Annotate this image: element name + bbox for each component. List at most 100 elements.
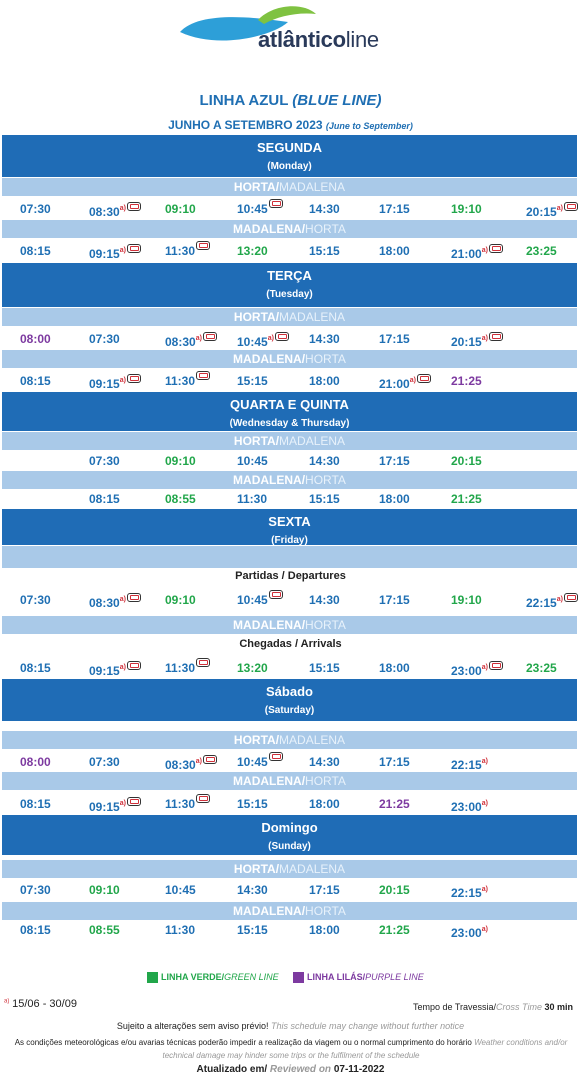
day-header-quarta: QUARTA E QUINTA (Wednesday & Thursday): [2, 392, 577, 431]
car-ferry-icon: [274, 332, 289, 341]
departure-time: 13:20: [237, 244, 268, 258]
day-name: QUARTA E QUINTA: [230, 397, 349, 412]
car-ferry-icon: [268, 590, 283, 599]
route-destination: HORTA: [305, 618, 346, 632]
departure-time: 22:15a): [451, 886, 488, 900]
departure-time: 07:30: [20, 883, 51, 897]
line-legend: LINHA VERDE/GREEN LINE LINHA LILÁS/PURPL…: [0, 970, 581, 986]
route-destination: MADALENA: [279, 180, 346, 194]
departure-time: 10:45: [237, 751, 283, 773]
car-ferry-icon: [268, 199, 283, 208]
departure-time: 07:30: [89, 755, 120, 769]
day-name-en: (Friday): [271, 535, 308, 546]
route-madalena-horta: MADALENA/HORTA: [2, 350, 577, 368]
departure-time: 14:30: [309, 202, 340, 216]
day-header-segunda: SEGUNDA (Monday): [2, 135, 577, 177]
departure-time: 09:15a): [89, 240, 141, 265]
departure-time: 15:15: [309, 492, 340, 506]
route-destination: MADALENA: [279, 434, 346, 448]
footer-notes: a) 15/06 - 30/09 Tempo de Travessia/Cros…: [4, 998, 573, 1012]
departure-time: 20:15a): [451, 328, 503, 353]
route-madalena-horta: MADALENA/HORTA: [2, 772, 577, 790]
departures-row: 08:15 09:15a) 11:30 15:15 18:00 21:00a) 21:25: [0, 370, 581, 392]
car-ferry-icon: [202, 755, 217, 764]
departure-time: 07:30: [89, 332, 120, 346]
green-line-swatch: [147, 972, 158, 983]
route-destination: HORTA: [305, 222, 346, 236]
departure-time: 18:00: [309, 923, 340, 937]
car-ferry-icon: [196, 794, 211, 803]
departure-time: 08:00: [20, 755, 51, 769]
departures-label: Partidas / Departures: [235, 570, 346, 582]
departure-time: 07:30: [89, 454, 120, 468]
car-ferry-icon: [202, 332, 217, 341]
departure-time: 11:30: [165, 370, 211, 392]
departure-time: 17:15: [309, 883, 340, 897]
route-destination: HORTA: [305, 904, 346, 918]
car-ferry-icon: [126, 374, 141, 383]
departure-time: 23:00a): [451, 926, 488, 940]
route-destination: HORTA: [305, 352, 346, 366]
route-origin: HORTA/: [233, 180, 280, 194]
route-madalena-horta: MADALENA/HORTA: [2, 471, 577, 489]
day-header-sabado: Sábado (Saturday): [2, 679, 577, 721]
route-destination: MADALENA: [279, 310, 346, 324]
car-ferry-icon: [488, 661, 503, 670]
departure-time: 14:30: [309, 332, 340, 346]
route-madalena-horta: MADALENA/HORTA: [2, 220, 577, 238]
departure-time: 11:30: [165, 240, 211, 262]
departure-time: 08:30a): [165, 751, 217, 776]
departure-time: 21:25: [451, 374, 482, 388]
car-ferry-icon: [563, 202, 578, 211]
day-name: SEGUNDA: [256, 140, 322, 155]
day-name: Domingo: [261, 820, 318, 835]
departure-time: 08:30a): [165, 328, 217, 353]
route-origin: MADALENA/: [233, 618, 306, 632]
departure-time: 11:30: [237, 492, 268, 506]
departure-time: 19:10: [451, 202, 482, 216]
departure-time: 15:15: [237, 923, 268, 937]
departure-time: 13:20: [237, 661, 268, 675]
departure-time: 17:15: [379, 454, 410, 468]
car-ferry-icon: [416, 374, 431, 383]
departures-row: 07:30 09:10 10:45 14:30 17:15 20:15 22:15a): [0, 879, 581, 901]
route-horta-madalena: HORTA/MADALENA: [2, 731, 577, 749]
weather-notice: As condições meteorológicas e/ou avarias…: [14, 1038, 568, 1060]
departure-time: 15:15: [237, 374, 268, 388]
departure-time: 09:10: [165, 454, 196, 468]
season-dates: 15/06 - 30/09: [12, 998, 77, 1010]
departures-row: 08:00 07:30 08:30a) 10:45a) 14:30 17:15 20:15a…: [0, 328, 581, 350]
departures-row: 08:15 09:15a) 11:30 15:15 18:00 21:25 23:00a): [0, 793, 581, 815]
departure-time: 11:30: [165, 923, 196, 937]
route-origin: MADALENA/: [233, 352, 306, 366]
departure-time: 14:30: [309, 454, 340, 468]
arrivals-label: Chegadas / Arrivals: [239, 638, 342, 650]
route-origin: HORTA/: [233, 862, 280, 876]
departure-time: 18:00: [309, 374, 340, 388]
departure-time: 15:15: [309, 661, 340, 675]
departure-time: 09:10: [89, 883, 120, 897]
car-ferry-icon: [126, 593, 141, 602]
departure-time: 10:45: [237, 589, 283, 611]
car-ferry-icon: [126, 244, 141, 253]
departure-time: 20:15: [379, 883, 410, 897]
route-horta-madalena: HORTA/MADALENA: [2, 860, 577, 878]
route-origin: MADALENA/: [233, 222, 306, 236]
car-ferry-icon: [126, 202, 141, 211]
departure-time: 18:00: [379, 492, 410, 506]
car-ferry-icon: [196, 241, 211, 250]
brand-logo: atlânticoline: [0, 0, 581, 70]
departure-time: 08:15: [20, 797, 51, 811]
route-horta-madalena: HORTA/MADALENA: [2, 432, 577, 450]
departure-time: 08:55: [165, 492, 196, 506]
car-ferry-icon: [126, 797, 141, 806]
departure-time: 08:15: [20, 244, 51, 258]
departure-time: 09:15a): [89, 657, 141, 682]
day-name-en: (Tuesday): [266, 289, 313, 300]
departure-time: 20:15: [451, 454, 482, 468]
day-name-en: (Monday): [267, 161, 312, 172]
departure-time: 17:15: [379, 202, 410, 216]
brand-name: atlânticoline: [258, 27, 379, 52]
day-name: SEXTA: [268, 514, 311, 529]
departures-row: 07:30 09:10 10:45 14:30 17:15 20:15: [0, 450, 581, 472]
